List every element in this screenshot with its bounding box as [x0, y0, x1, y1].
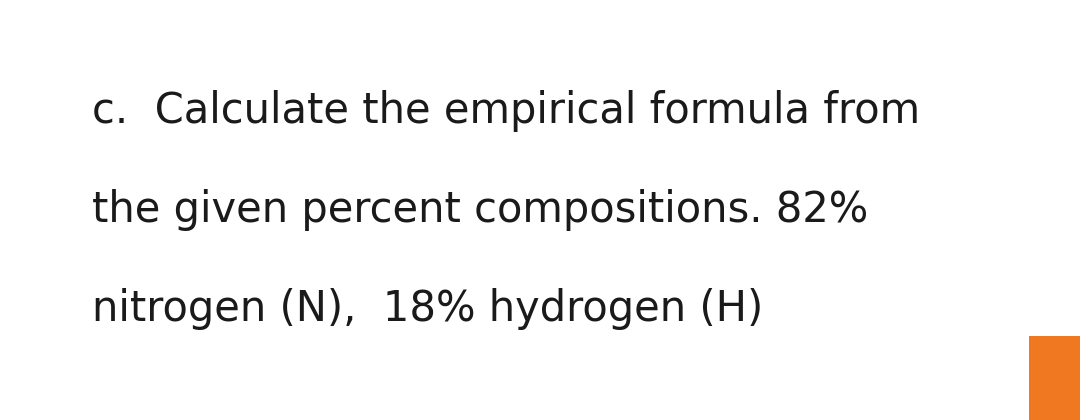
Text: nitrogen (N),  18% hydrogen (H): nitrogen (N), 18% hydrogen (H)	[92, 288, 764, 330]
Text: the given percent compositions. 82%: the given percent compositions. 82%	[92, 189, 868, 231]
Text: c.  Calculate the empirical formula from: c. Calculate the empirical formula from	[92, 90, 920, 132]
